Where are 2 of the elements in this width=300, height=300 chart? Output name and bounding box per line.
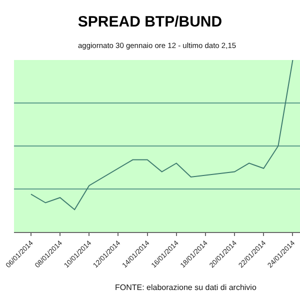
chart-title: SPREAD BTP/BUND bbox=[78, 13, 222, 30]
source-note: FONTE: elaborazione su dati di archivio bbox=[115, 283, 257, 292]
